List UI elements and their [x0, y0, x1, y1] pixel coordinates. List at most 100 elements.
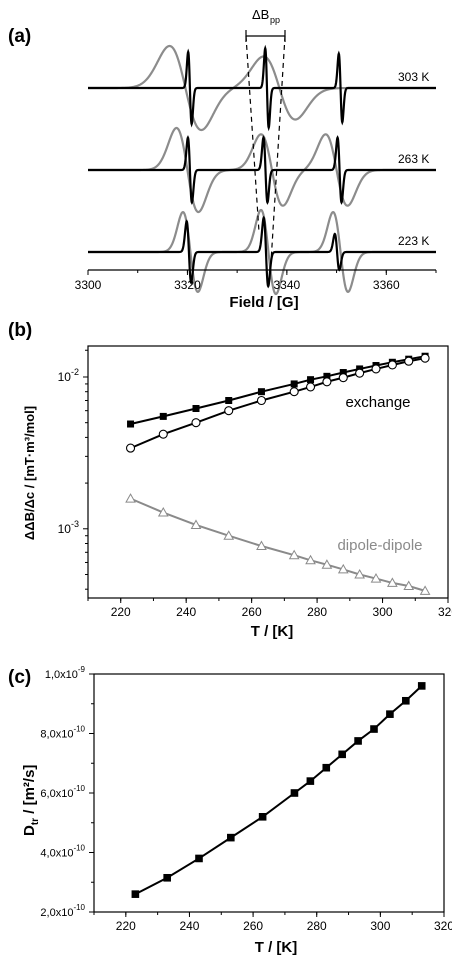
series-line: [130, 497, 426, 592]
data-point-square: [323, 372, 331, 380]
panel-b-plot: 22024026028030032010-310-2exchangedipole…: [58, 345, 452, 619]
data-point-circle: [387, 360, 397, 370]
data-point-triangle: [223, 530, 235, 540]
temperature-label: 303 K: [398, 70, 429, 84]
data-point-square: [402, 696, 410, 705]
data-point-circle: [224, 406, 234, 416]
y-tick-exponent: -10: [73, 844, 85, 853]
panel-a-label: (a): [8, 26, 31, 47]
plot-frame: [87, 345, 449, 599]
x-tick-label: 260: [242, 605, 262, 619]
y-tick-exponent: -2: [71, 367, 79, 377]
data-point-triangle: [256, 540, 267, 551]
data-point-circle: [338, 373, 348, 383]
y-tick-label: 8,0x10-10: [40, 725, 85, 741]
x-tick-label: 3320: [174, 278, 201, 292]
data-point-triangle: [157, 506, 169, 517]
data-point-circle: [191, 418, 201, 428]
data-point-triangle: [419, 585, 431, 595]
data-point-square: [370, 725, 378, 733]
y-tick-exponent: -3: [71, 519, 79, 529]
y-tick-mantissa: 4,0x10: [40, 848, 73, 860]
y-tick-exponent: -10: [73, 903, 85, 912]
y-tick-label: 10-3: [58, 519, 79, 536]
panel-b-label: (b): [8, 320, 32, 341]
data-point-circle: [305, 382, 316, 392]
data-point-square: [386, 710, 394, 718]
plot-frame: [93, 673, 445, 913]
data-point-square: [307, 376, 315, 384]
series-label-dipole: dipole-dipole: [337, 537, 422, 554]
data-point-circle: [322, 377, 332, 387]
data-point-triangle: [288, 549, 300, 560]
x-tick-label: 300: [370, 919, 390, 933]
x-tick-label: 220: [111, 605, 131, 619]
panel-c-ylabel-main: D: [21, 825, 38, 836]
data-point-square: [163, 873, 171, 882]
y-tick-label: 10-2: [58, 367, 79, 384]
y-tick-label: 2,0x10-10: [40, 903, 85, 919]
x-tick-label: 260: [243, 919, 263, 933]
panel-a-xlabel: Field / [G]: [229, 294, 298, 311]
panel-c-ylabel-sub: tr: [30, 818, 41, 825]
spectrum-sharp-trace: [88, 135, 436, 205]
data-point-square: [322, 763, 331, 772]
data-point-square: [159, 412, 167, 420]
spectrum-sharp-trace: [88, 215, 436, 289]
data-point-circle: [289, 387, 299, 397]
data-point-square: [290, 380, 298, 388]
data-point-circle: [158, 429, 168, 439]
data-point-circle: [256, 395, 267, 406]
y-tick-base: 10: [58, 522, 72, 536]
data-point-triangle: [305, 554, 316, 565]
panel-b-xlabel: T / [K]: [251, 623, 294, 640]
x-tick-label: 3360: [373, 278, 400, 292]
data-point-square: [290, 789, 299, 797]
data-point-square: [195, 854, 203, 863]
series-line: [134, 685, 423, 896]
x-tick-label: 320: [438, 605, 452, 619]
y-tick-label: 1,0x10-9: [45, 665, 86, 681]
x-tick-label: 3300: [75, 278, 102, 292]
x-tick-label: 220: [116, 919, 136, 933]
x-tick-label: 240: [179, 919, 199, 933]
panel-c-ylabel-rest: / [m²/s]: [21, 765, 38, 818]
x-tick-label: 240: [176, 605, 196, 619]
panel-a-traces: 303 K 263 K 223 K: [88, 44, 436, 296]
data-point-square: [354, 737, 362, 745]
data-point-triangle: [403, 580, 415, 590]
y-tick-label: 4,0x10-10: [40, 844, 85, 860]
y-tick-mantissa: 2,0x10: [40, 907, 73, 919]
panel-c-xlabel: T / [K]: [255, 939, 298, 956]
y-tick-exponent: -10: [73, 784, 85, 793]
data-point-triangle: [125, 493, 136, 503]
y-tick-mantissa: 6,0x10: [40, 788, 73, 800]
panel-c-label: (c): [8, 667, 31, 688]
data-point-square: [258, 813, 267, 821]
data-point-circle: [371, 364, 381, 374]
data-point-square: [192, 405, 200, 413]
x-tick-label: 3340: [274, 278, 301, 292]
data-point-circle: [125, 443, 136, 453]
data-point-triangle: [337, 563, 349, 574]
data-point-triangle: [387, 577, 398, 587]
y-tick-exponent: -10: [73, 725, 85, 734]
series-line: [130, 355, 426, 425]
x-tick-label: 280: [307, 919, 327, 933]
temperature-label: 263 K: [398, 152, 429, 166]
y-tick-label: 6,0x10-10: [40, 784, 85, 800]
x-tick-label: 280: [307, 605, 327, 619]
data-point-triangle: [190, 519, 202, 529]
series-label-exchange: exchange: [345, 394, 410, 411]
panel-c-plot: 220 240 260 280 300 3202,0x10-104,0x10-106,0x…: [40, 665, 452, 933]
data-point-square: [339, 369, 347, 377]
data-point-square: [417, 682, 426, 690]
data-point-triangle: [321, 559, 333, 569]
data-point-square: [306, 777, 315, 785]
y-tick-exponent: -9: [78, 665, 86, 674]
delta-b-annotation: ΔB pp: [245, 7, 286, 263]
delta-b-guide-right: [270, 35, 286, 263]
y-tick-mantissa: 1,0x10: [45, 669, 78, 681]
